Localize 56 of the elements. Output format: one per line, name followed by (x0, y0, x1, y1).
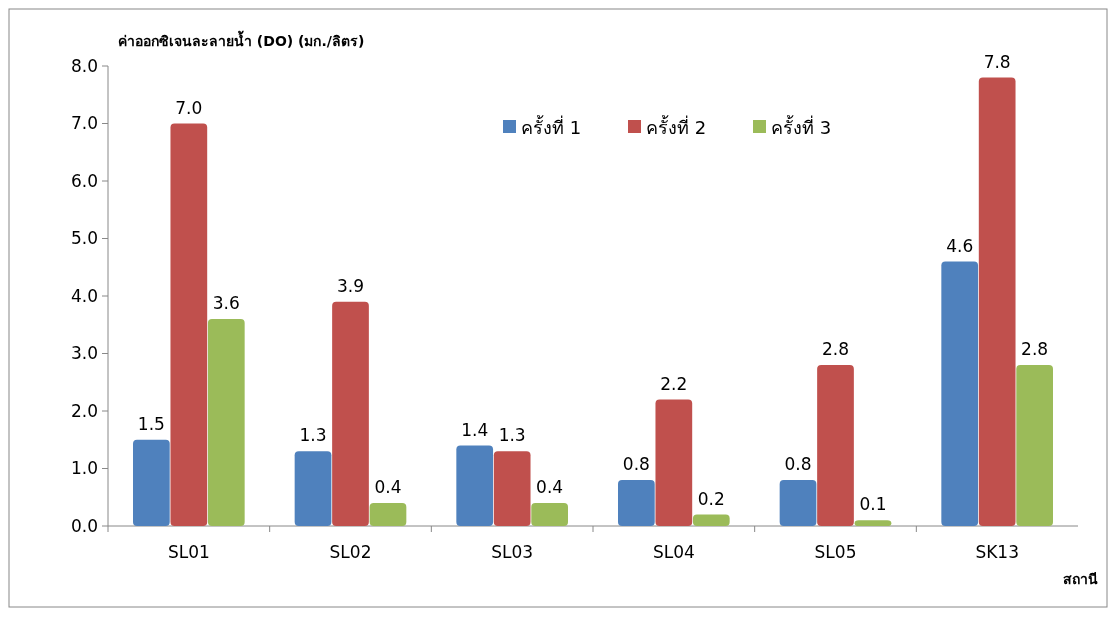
bar (655, 399, 693, 526)
data-label: 1.4 (461, 419, 489, 440)
data-label: 7.0 (175, 97, 203, 118)
bar (170, 123, 208, 526)
legend-label: ครั้งที่ 1 (521, 115, 582, 139)
bar (456, 445, 494, 526)
data-label: 2.8 (821, 339, 850, 359)
x-tick-label: SL04 (652, 542, 695, 562)
legend-label: ครั้งที่ 2 (646, 115, 707, 139)
data-label: 0.1 (859, 494, 887, 515)
data-label: 3.6 (212, 293, 240, 313)
data-label: 4.6 (946, 235, 974, 256)
data-label: 7.8 (983, 51, 1011, 72)
x-tick-label: SL05 (814, 542, 857, 562)
bar (978, 77, 1016, 526)
bar (133, 439, 170, 526)
bar (369, 503, 407, 526)
data-label: 1.3 (299, 425, 327, 446)
data-label: 0.2 (697, 488, 725, 509)
bar (207, 319, 245, 526)
x-tick-label: SL03 (491, 542, 534, 562)
bar (332, 301, 369, 526)
legend-label: ครั้งที่ 3 (771, 115, 832, 139)
bar (941, 261, 979, 526)
y-tick-label: 3.0 (70, 343, 98, 364)
bar (854, 520, 892, 526)
bar (1016, 365, 1053, 526)
bar (779, 480, 817, 526)
data-label: 1.5 (137, 413, 165, 434)
bar (531, 503, 568, 526)
bar (692, 514, 730, 526)
data-label: 0.4 (374, 477, 402, 497)
data-label: 0.8 (784, 454, 812, 474)
data-label: 0.4 (536, 477, 564, 497)
y-axis-title: ค่าออกซิเจนละลายน้ำ (DO) (มก./ลิตร) (118, 30, 365, 49)
y-tick-label: 4.0 (70, 285, 98, 306)
bar (618, 480, 655, 526)
data-label: 2.8 (1021, 339, 1049, 359)
y-tick-label: 5.0 (70, 228, 98, 249)
y-tick-label: 0.0 (70, 515, 98, 536)
y-tick-label: 6.0 (70, 170, 98, 191)
y-tick-label: 1.0 (70, 458, 98, 479)
data-label: 0.8 (622, 454, 650, 474)
bar (817, 365, 854, 526)
x-tick-label: SL02 (329, 542, 372, 562)
x-tick-label: SK13 (975, 542, 1019, 562)
data-label: 1.3 (498, 425, 526, 446)
bar (493, 451, 531, 526)
y-tick-label: 2.0 (70, 400, 98, 421)
data-label: 3.9 (336, 275, 365, 296)
y-tick-label: 7.0 (70, 113, 98, 134)
x-tick-label: SL01 (167, 542, 210, 562)
data-label: 2.2 (660, 373, 688, 394)
y-tick-label: 8.0 (70, 55, 98, 76)
x-axis-title: สถานี (1063, 571, 1098, 587)
bar (294, 451, 332, 526)
